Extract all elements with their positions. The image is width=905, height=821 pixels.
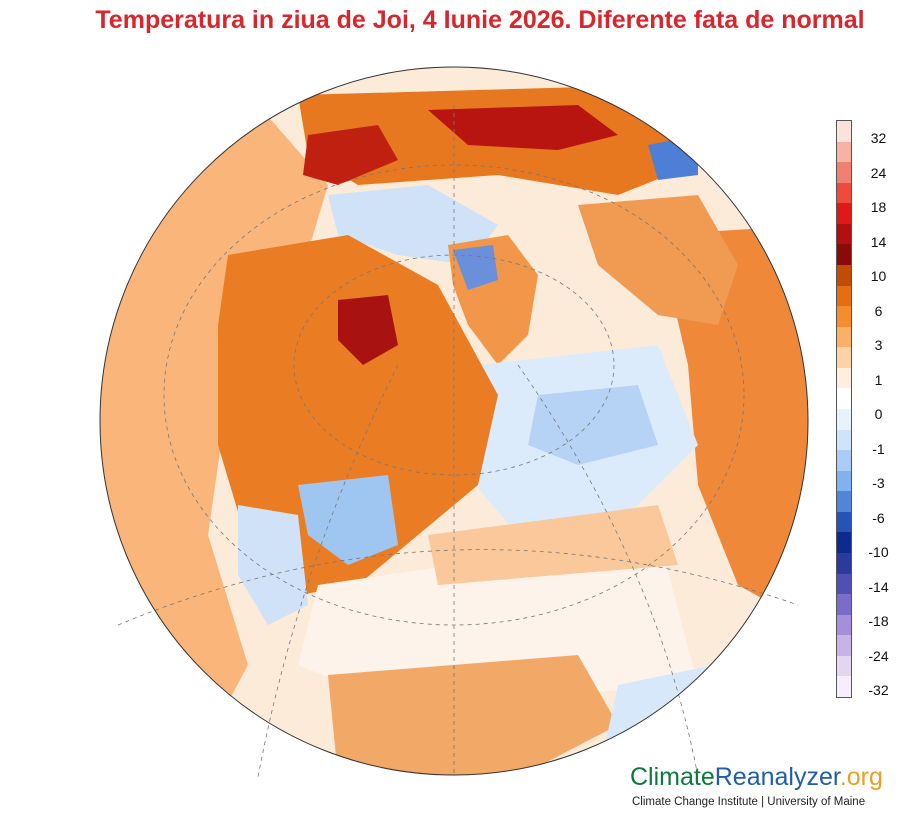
- hot-anomaly-hudson: [338, 295, 398, 365]
- legend-label: 10: [870, 268, 887, 284]
- cold-anomaly-greenland: [453, 245, 498, 290]
- legend-label: 18: [870, 199, 887, 215]
- legend-swatch: [837, 635, 851, 657]
- legend-swatch: [837, 573, 851, 595]
- legend-swatch: [837, 121, 851, 143]
- legend-swatch: [837, 594, 851, 616]
- graticule: [117, 105, 799, 777]
- legend-swatch: [837, 182, 851, 204]
- south-america: [328, 655, 618, 775]
- legend-swatch: [837, 285, 851, 307]
- legend-swatch: [837, 223, 851, 245]
- legend-swatch: [837, 388, 851, 410]
- europe: [578, 195, 738, 325]
- legend-swatch: [837, 532, 851, 554]
- legend-label: -18: [868, 613, 889, 629]
- legend-swatch: [837, 306, 851, 328]
- legend-swatch: [837, 511, 851, 533]
- legend-label: 24: [870, 164, 887, 181]
- cold-anomaly-us-southeast: [298, 475, 398, 565]
- legend-swatch: [837, 470, 851, 492]
- legend-swatch: [837, 553, 851, 575]
- neutral-tropics: [298, 535, 698, 705]
- hot-anomaly-siberia-west: [303, 125, 398, 185]
- legend-swatch: [837, 203, 851, 225]
- brand-subtitle: Climate Change Institute | University of…: [632, 796, 866, 808]
- cold-anomaly-mexico: [238, 505, 308, 625]
- legend-label: 32: [870, 130, 887, 146]
- legend-label: -32: [868, 682, 889, 698]
- legend-label: -14: [868, 578, 889, 595]
- warm-anomaly-africa: [658, 225, 808, 625]
- legend-swatch: [837, 244, 851, 266]
- legend-swatch: [837, 450, 851, 472]
- color-legend: [836, 120, 852, 698]
- north-america: [218, 235, 498, 595]
- legend-swatch: [837, 367, 851, 389]
- legend-label: 1: [874, 371, 883, 388]
- legend-label: 6: [874, 302, 883, 319]
- legend-swatch: [837, 614, 851, 636]
- legend-label: 0: [874, 406, 883, 422]
- cold-anomaly-atlantic-core: [528, 385, 658, 465]
- legend-label: -1: [872, 440, 885, 457]
- legend-swatch: [837, 676, 851, 698]
- legend-label: 14: [870, 233, 887, 250]
- legend-swatch: [837, 265, 851, 287]
- legend-swatch: [837, 162, 851, 184]
- legend-label: -6: [872, 509, 885, 526]
- legend-label: -3: [872, 475, 885, 491]
- map-title: Temperatura in ziua de Joi, 4 Iunie 2026…: [95, 6, 865, 34]
- legend-swatch: [837, 429, 851, 451]
- legend-swatch: [837, 491, 851, 513]
- legend-swatch: [837, 326, 851, 348]
- legend-label: 3: [874, 337, 883, 353]
- warm-band-tropics: [428, 505, 678, 585]
- hot-anomaly-siberia-core: [428, 105, 618, 150]
- globe-map: [99, 66, 809, 777]
- legend-swatch: [837, 347, 851, 369]
- legend-swatch: [837, 655, 851, 677]
- legend-label: -24: [868, 647, 889, 664]
- brand-logo: ClimateReanalyzer.org: [630, 763, 883, 791]
- legend-swatch: [837, 141, 851, 163]
- legend-label: -10: [868, 544, 889, 560]
- legend-swatch: [837, 409, 851, 431]
